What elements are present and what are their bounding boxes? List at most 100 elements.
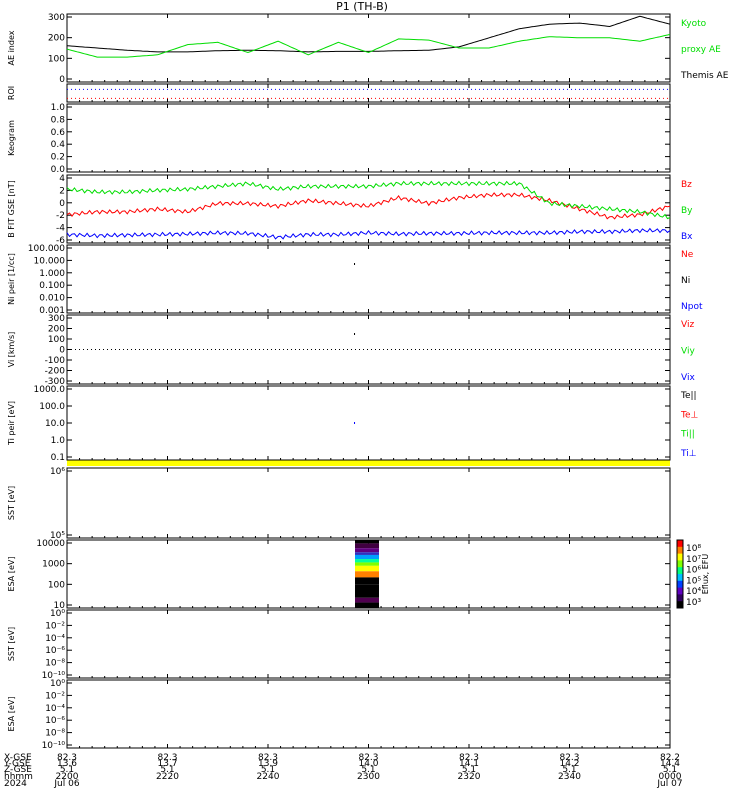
esa-spectrum-band: [355, 584, 379, 598]
ytick-label: 100: [48, 580, 65, 590]
legend-ae-0: Kyoto: [681, 19, 707, 29]
colorbar-segment: [677, 567, 683, 575]
legend-ni-1: Ni: [681, 276, 690, 286]
colorbar-tick: 10⁷: [686, 555, 701, 565]
colorbar-tick: 10⁶: [686, 566, 701, 576]
esa-spectrum-band: [355, 562, 379, 566]
colorbar-segment: [677, 580, 683, 589]
ytick-label: 1000: [42, 560, 65, 570]
ytick-label: 2: [59, 186, 65, 196]
colorbar-label: Eflux, EFU: [701, 554, 710, 595]
esa-spectrum-band: [355, 597, 379, 603]
ephem-row-label: X-GSE: [4, 753, 32, 763]
ephem-row-label: Y-GSE: [3, 759, 31, 769]
ylabel-ni: Ni peir [1/cc]: [7, 253, 16, 305]
series-ae-1: [66, 33, 671, 58]
ephem-row-label: Z-GSE: [4, 765, 32, 775]
ephem-cell: 82.3: [358, 753, 378, 763]
ephem-row-label: 2024: [4, 779, 27, 789]
ytick-label: 10⁻²: [45, 621, 65, 631]
series-ae-0: [66, 15, 671, 53]
colorbar-tick: 10⁸: [686, 544, 701, 554]
panel-frame-ae: [66, 13, 671, 83]
esa-spectrum-band: [355, 554, 379, 560]
legend-ti-0: Te||: [680, 391, 697, 401]
ytick-label: 10⁻⁴: [45, 704, 65, 714]
ephem-cell: 13.9: [258, 759, 278, 769]
panel-frame-keogram: [66, 103, 671, 173]
ytick-label: 0.6: [51, 128, 66, 138]
colorbar-tick: 10⁴: [686, 587, 701, 597]
ytick-label: 0.0: [51, 165, 66, 175]
panel-ni: 100.000 10.000 1.000 0.100 0.010 0.001 Ni peir…: [7, 244, 703, 316]
esa-spectrum-band: [355, 543, 379, 549]
ytick-label: 10⁻⁶: [45, 646, 65, 656]
ytick-label: 10.0: [45, 419, 65, 429]
ytick-label: 300: [48, 314, 65, 324]
legend-bfield-1: By: [681, 206, 693, 216]
panel-sst2: 10⁰ 10⁻² 10⁻⁴ 10⁻⁶ 10⁻⁸ 10⁻¹⁰ SST [eV]: [7, 609, 671, 681]
ylabel-vi: Vi [km/s]: [7, 332, 16, 368]
ylabel-keogram: Keogram: [7, 120, 16, 156]
panel-bfield: 4 2 0 -2 -4 -6 B FIT GSE [nT] Bz By Bx: [7, 174, 693, 246]
series-bfield-2: [66, 227, 671, 240]
colorbar-segment: [677, 594, 683, 602]
ephem-cell: 14.2: [559, 759, 579, 769]
legend-bfield-2: Bx: [681, 232, 693, 242]
ytick-label: 0.8: [51, 115, 66, 125]
esa-spectrum-band: [355, 552, 379, 555]
ephem-cell: Jul 07: [656, 779, 682, 789]
legend-vi-0: Viz: [681, 320, 694, 330]
ylabel-roi: ROI: [7, 86, 16, 100]
ephem-cell: 82.3: [258, 753, 278, 763]
ytick-label: 0: [59, 199, 65, 209]
plot-title: P1 (TH-B): [336, 0, 388, 13]
ephem-cell: 82.3: [459, 753, 479, 763]
esa-spectrum-band: [355, 602, 379, 608]
ephem-cell: 14.4: [660, 759, 680, 769]
esa-spectrum-band: [355, 577, 379, 585]
legend-vi-1: Viy: [681, 347, 695, 357]
ytick-label: -300: [45, 377, 66, 387]
ytick-label: 10⁻⁶: [45, 716, 65, 726]
data-dot: [354, 263, 356, 265]
ytick-label: 1000.0: [34, 385, 66, 395]
ytick-label: 300: [48, 13, 65, 23]
ephem-cell: 14.0: [358, 759, 378, 769]
panel-esa1: 10000 1000 100 10 ESA [eV] 10⁸10⁷10⁶10⁵10⁴10³…: [7, 539, 710, 611]
data-dot: [354, 333, 356, 335]
ephem-cell: 13.7: [157, 759, 177, 769]
ylabel-sst1: SST [eV]: [7, 486, 16, 520]
ephem-cell: 2320: [458, 772, 481, 782]
ephem-cell: 2200: [56, 772, 79, 782]
ytick-label: 10: [54, 601, 66, 611]
colorbar-segment: [677, 560, 683, 568]
ephem-cell: 82.2: [660, 753, 680, 763]
colorbar-segment: [677, 553, 683, 561]
ytick-label: 10⁰: [50, 609, 65, 619]
ephem-cell: 14.1: [459, 759, 479, 769]
ylabel-esa2: ESA [eV]: [7, 697, 16, 732]
ephem-cell: 2240: [257, 772, 280, 782]
esa-spectrum-band: [355, 540, 379, 544]
esa-spectrum-band: [355, 571, 379, 578]
ytick-label: -6: [56, 236, 65, 246]
ytick-label: 10⁻¹⁰: [42, 671, 66, 681]
legend-vi-2: Vix: [681, 373, 695, 383]
ytick-label: 10⁶: [50, 467, 65, 477]
legend-ae-2: Themis AE: [680, 71, 729, 81]
colorbar-segment: [677, 587, 683, 595]
ephem-cell: 5.1: [160, 765, 174, 775]
legend-ti-3: Ti⊥: [680, 449, 697, 459]
legend-ae-1: proxy AE: [681, 45, 721, 55]
ylabel-ae: AE index: [7, 30, 16, 65]
ytick-label: 0: [59, 75, 65, 85]
series-bfield-0: [66, 192, 671, 220]
ytick-label: 100: [48, 54, 65, 64]
panel-esa2: 10⁰ 10⁻² 10⁻⁴ 10⁻⁶ 10⁻⁸ 10⁻¹⁰ ESA [eV]: [7, 679, 671, 751]
ytick-label: 10000: [36, 539, 65, 549]
ytick-label: 10⁻²: [45, 691, 65, 701]
ephem-cell: 5.1: [462, 765, 476, 775]
ephem-cell: 13.6: [57, 759, 77, 769]
